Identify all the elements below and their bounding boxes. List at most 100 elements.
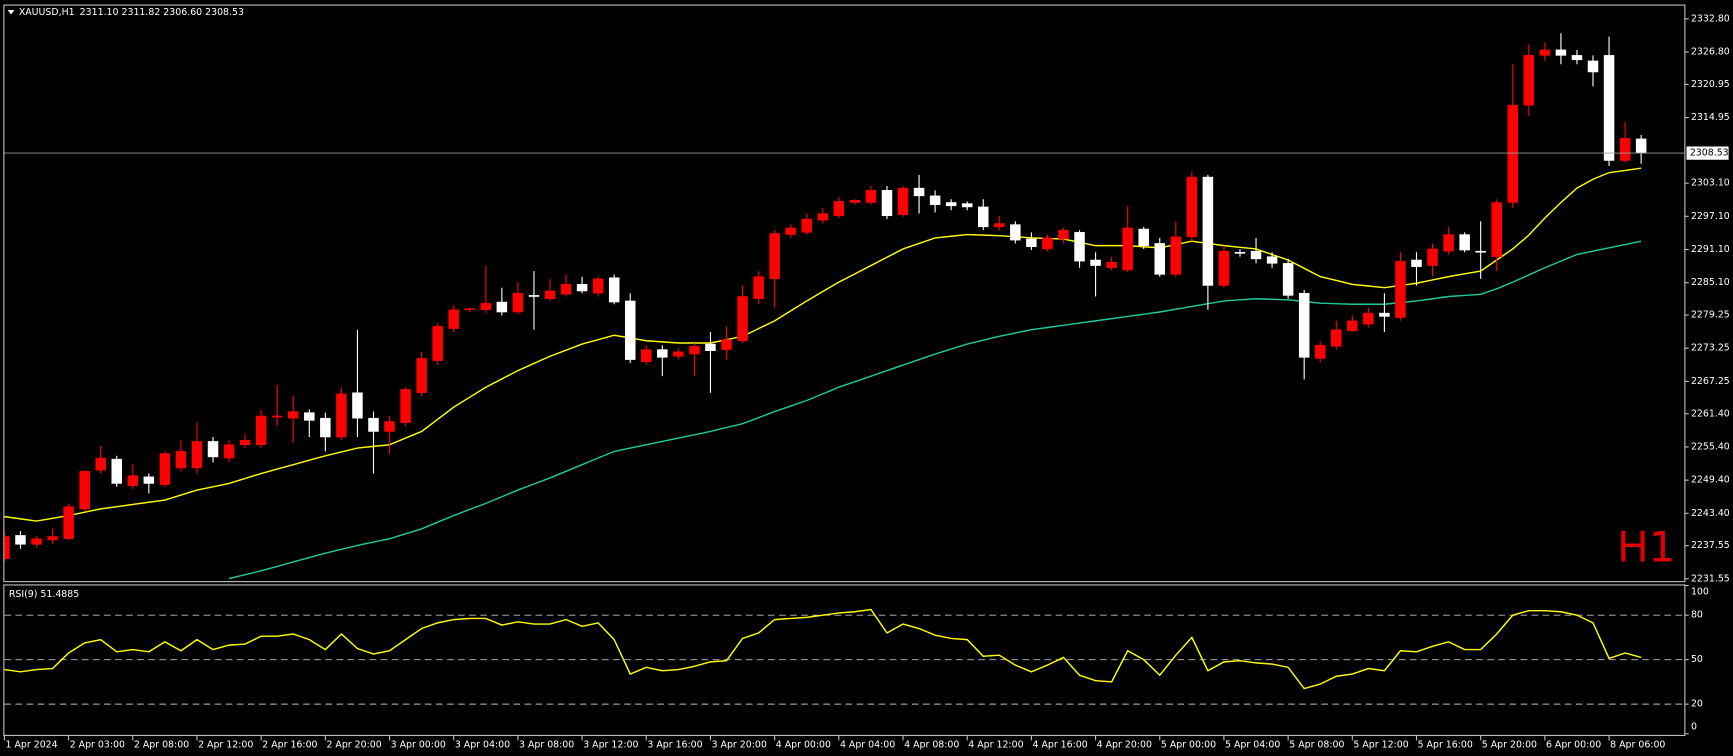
candle-body — [881, 190, 893, 217]
candle-body — [1363, 312, 1374, 325]
y-tick-label: 20 — [1691, 699, 1703, 710]
candle-body — [929, 195, 941, 205]
x-tick-label: 4 Apr 12:00 — [968, 739, 1023, 750]
y-tick-label: 2261.40 — [1691, 408, 1730, 419]
y-tick-label: 2255.40 — [1691, 441, 1730, 452]
candle-body — [849, 200, 861, 203]
candle-body — [127, 475, 139, 486]
candle-body — [1282, 263, 1294, 296]
x-tick-label: 2 Apr 03:00 — [70, 739, 125, 750]
x-tick-label: 5 Apr 00:00 — [1161, 739, 1216, 750]
candle-body — [1427, 248, 1438, 266]
candle-body — [1138, 228, 1149, 246]
candle-body — [63, 506, 74, 540]
candle-body — [994, 223, 1005, 228]
y-tick-label: 0 — [1691, 722, 1697, 733]
candle-body — [1491, 202, 1502, 257]
candle-body — [480, 302, 492, 311]
x-tick-label: 3 Apr 16:00 — [647, 739, 702, 750]
candle-body — [1507, 104, 1519, 203]
y-tick-label: 50 — [1691, 654, 1703, 665]
candle-body — [737, 296, 748, 342]
rsi-plot — [4, 608, 1685, 705]
candle-body — [1170, 236, 1182, 275]
candle-body — [432, 326, 443, 361]
x-tick-label: 4 Apr 04:00 — [840, 739, 895, 750]
candle-body — [1186, 176, 1198, 238]
y-tick-label: 2314.95 — [1691, 112, 1730, 123]
y-tick-label: 2326.80 — [1691, 47, 1730, 58]
x-tick-label: 2 Apr 20:00 — [326, 739, 381, 750]
candle-body — [673, 351, 684, 357]
candle-body — [945, 202, 957, 207]
candle-body — [1090, 259, 1101, 266]
candle-body — [1459, 234, 1470, 251]
candle-body — [1266, 256, 1278, 264]
candle-body — [657, 349, 668, 358]
x-tick-label: 4 Apr 08:00 — [904, 739, 959, 750]
candle-body — [1603, 55, 1615, 161]
y-tick-label: 2273.25 — [1691, 343, 1730, 354]
candle-body — [239, 440, 251, 446]
x-tick-label: 5 Apr 20:00 — [1482, 739, 1537, 750]
candle-body — [191, 441, 203, 469]
x-tick-label: 1 Apr 2024 — [6, 739, 58, 750]
candle-body — [576, 284, 588, 292]
candle-body — [1411, 259, 1422, 267]
candle-body — [1074, 232, 1085, 262]
candle-body — [1298, 292, 1310, 358]
y-tick-label: 2332.80 — [1691, 13, 1730, 24]
candle-body — [271, 415, 283, 418]
candle-body — [223, 444, 235, 459]
candle-body — [304, 412, 315, 421]
candle-body — [1010, 224, 1021, 241]
candle-body — [1218, 250, 1230, 286]
candle-body — [1443, 234, 1454, 252]
candle-body — [31, 538, 42, 545]
candle-body — [1058, 229, 1069, 240]
candle-body — [320, 417, 331, 438]
y-tick-label: 100 — [1691, 587, 1709, 598]
candle-body — [544, 290, 556, 300]
y-tick-label: 2285.10 — [1691, 277, 1730, 288]
x-tick-label: 3 Apr 00:00 — [391, 739, 446, 750]
last-price-label: 2308.53 — [1690, 148, 1729, 159]
x-tick-label: 3 Apr 12:00 — [583, 739, 638, 750]
candle-body — [1523, 55, 1535, 106]
x-tick-label: 4 Apr 16:00 — [1032, 739, 1087, 750]
candle-body — [1347, 320, 1358, 332]
candle-body — [496, 301, 508, 313]
candle-body — [4, 536, 10, 559]
candle-body — [143, 476, 155, 484]
main-frame — [3, 4, 1686, 583]
x-tick-label: 5 Apr 16:00 — [1418, 739, 1473, 750]
x-tick-label: 8 Apr 06:00 — [1610, 739, 1665, 750]
candle-body — [592, 278, 604, 294]
y-tick-label: 2297.10 — [1691, 211, 1730, 222]
candle-body — [721, 339, 732, 350]
rsi-line — [4, 608, 1642, 690]
candle-body — [833, 201, 845, 217]
candle-body — [1571, 55, 1583, 61]
candle-body — [1202, 176, 1214, 286]
candle-body — [1379, 312, 1390, 317]
x-tick-label: 2 Apr 16:00 — [262, 739, 317, 750]
x-tick-label: 3 Apr 04:00 — [455, 739, 510, 750]
candle-body — [785, 227, 796, 235]
candle-body — [801, 218, 812, 233]
candle-body — [207, 441, 219, 458]
candle-body — [977, 206, 989, 228]
candle-body — [817, 213, 829, 221]
candle-body — [175, 451, 187, 469]
rsi-title: RSI(9) 51.4885 — [9, 589, 79, 600]
candle-body — [1619, 138, 1631, 161]
y-tick-label: 2243.40 — [1691, 508, 1730, 519]
y-tick-label: 2279.25 — [1691, 310, 1730, 321]
candle-body — [1539, 49, 1551, 56]
timeframe-watermark: H1 — [1617, 523, 1675, 572]
x-tick-label: 2 Apr 12:00 — [198, 739, 253, 750]
x-tick-label: 5 Apr 08:00 — [1289, 739, 1344, 750]
y-tick-label: 2320.95 — [1691, 79, 1730, 90]
candle-body — [15, 535, 26, 545]
